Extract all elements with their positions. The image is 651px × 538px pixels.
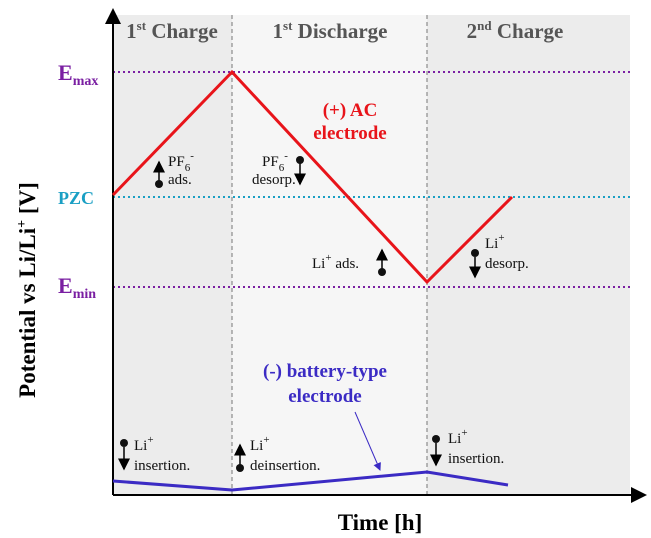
level-label: PZC [58,188,94,208]
t: Charge [492,19,564,43]
t: electrode [313,123,387,144]
t: deinsertion. [250,458,320,474]
t: + [147,434,153,446]
t: + [498,232,504,244]
annotation: Li+ insertion. [448,427,504,467]
t: desorp. [485,256,529,272]
negative-electrode-line [112,470,509,492]
t: st [283,18,293,33]
t: max [73,74,99,89]
annotation: PF6- ads. [168,150,194,188]
t: PF [262,154,279,170]
negative-label: (-) battery-type electrode [263,361,387,407]
t: st [137,18,147,33]
t: 6 [279,162,285,174]
t: Li [134,438,147,454]
t: nd [477,18,492,33]
level-label: Emax [58,60,98,89]
t: Charge [146,19,218,43]
t: desorp. [252,172,296,188]
t: ads. [332,256,360,272]
y-axis-label: Potential vs Li/Li+ [V] [15,182,40,398]
t: insertion. [448,451,504,467]
pointer [354,411,381,471]
t: PF [168,154,185,170]
ion-icons [118,156,481,472]
phase-bg [113,15,232,495]
t: + [263,434,269,446]
t: Li [448,431,461,447]
t: electrode [288,386,362,407]
annotation: Li+ deinsertion. [250,434,320,474]
t: Discharge [292,19,387,43]
t: + [461,427,467,439]
t: 1 [273,19,284,43]
t: Li [312,256,325,272]
phase-bg [427,15,630,495]
t: (+) AC [323,100,378,121]
phase-label: 1st Discharge [273,18,388,43]
positive-electrode-line [111,69,514,285]
t: + [325,252,331,264]
t: (-) battery-type [263,361,387,382]
x-axis-label: Time [h] [338,510,423,535]
t: insertion. [134,458,190,474]
t: min [73,287,97,302]
t: ads. [168,172,192,188]
t: Potential vs Li/Li [15,227,40,398]
phase-labels: 1st Charge 1st Discharge 2nd Charge [126,18,563,43]
annotation: Li+ ads. [312,252,359,272]
annotation: Li+ desorp. [485,232,529,272]
annotations: PF6-ads. PF6-desorp. Li+ ads. Li+ desorp.… [118,150,529,474]
t: - [190,150,194,162]
positive-label: (+) AC electrode [313,100,387,144]
phase-label: 1st Charge [126,18,218,43]
t: Li [485,236,498,252]
level-label: Emin [58,273,96,302]
annotation: PF6- desorp. [252,150,296,188]
t: Li [250,438,263,454]
t: 6 [185,162,191,174]
annotation: Li+ insertion. [134,434,190,474]
t: E [58,273,73,298]
t: + [15,220,30,228]
t: 1 [126,19,137,43]
phase-label: 2nd Charge [467,18,564,43]
t: - [284,150,288,162]
t: E [58,60,73,85]
t: [V] [15,182,40,220]
phase-bg [232,15,427,495]
t: 2 [467,19,478,43]
